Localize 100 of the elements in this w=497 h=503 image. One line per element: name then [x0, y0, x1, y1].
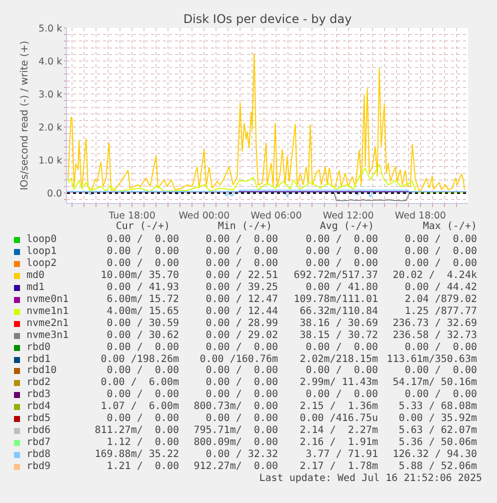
text: 912.27m/ 0.00 [194, 461, 278, 474]
text: 0.00 / 41.80 [306, 282, 378, 294]
text: 0.00 / 0.00 [306, 365, 378, 378]
y-axis-title: IOs/second read (-) / write (+) [19, 40, 30, 190]
text: 0.00 / 22.51 [206, 270, 278, 282]
text: 109.78m/111.01 [294, 294, 378, 306]
text: 0.00 / 41.93 [106, 282, 179, 294]
text: Cur (-/+) [116, 221, 170, 234]
text: 0.00 / 35.92m [398, 413, 477, 426]
y-tick-label: 3.0 k [38, 89, 63, 100]
text: 0.00 / 6.00m [100, 377, 179, 390]
text: 1.12 / 0.00 [106, 437, 179, 450]
text: 5.33 / 68.08m [398, 401, 477, 414]
text: 811.27m/ 0.00 [94, 425, 179, 438]
text: 4.00m/ 15.65 [106, 306, 179, 318]
text: 0.00 / 28.99 [206, 318, 278, 330]
legend-label: rbd2 [26, 377, 51, 389]
text: 0.00 / 0.00 [404, 342, 477, 354]
text: 1.21 / 0.00 [106, 461, 179, 474]
legend-label: rbd10 [26, 365, 57, 377]
text: 20.02 / 4.24k [392, 270, 477, 282]
text: 0.00 / 0.00 [306, 246, 378, 258]
y-tick-label: 2.0 k [38, 122, 63, 134]
text: 0.00 / 0.00 [206, 377, 278, 390]
legend-label: rbd6 [26, 425, 51, 437]
text: 0.00 / 0.00 [206, 413, 278, 426]
text: 0.00 / 30.59 [106, 318, 179, 330]
text: 2.04 /879.02 [404, 294, 477, 306]
text: 800.73m/ 0.00 [194, 401, 278, 414]
text: 236.73 / 32.69 [392, 318, 477, 330]
text: 0.00 / 29.02 [206, 330, 278, 342]
text: 38.16 / 30.69 [300, 318, 378, 330]
y-tick-label: 0.0 [46, 188, 62, 200]
chart-title: Disk IOs per device - by day [183, 12, 352, 26]
text: 54.17m/ 50.16m [392, 377, 477, 390]
x-tick-label: Wed 06:00 [250, 210, 302, 222]
legend-label: nvme0n1 [26, 294, 69, 306]
legend-label: md0 [26, 270, 45, 282]
text: 0.00 / 0.00 [404, 246, 477, 258]
text: 0.00 / 0.00 [206, 234, 278, 246]
text: Max (-/+) [422, 221, 477, 234]
text: 0.00 / 0.00 [106, 234, 179, 246]
text: 0.00 / 0.00 [206, 246, 278, 258]
legend-label: rbd9 [26, 461, 51, 474]
text: 0.00 / 44.42 [404, 282, 477, 294]
text: 0.00 / 0.00 [306, 234, 378, 246]
text: 0.00 / 12.44 [206, 306, 278, 318]
legend-label: rbd4 [26, 401, 51, 413]
legend-label: rbd1 [26, 354, 51, 365]
legend-label: rbd5 [26, 413, 51, 425]
text: 5.88 / 52.06m [398, 461, 477, 474]
legend-label: loop1 [26, 246, 57, 258]
text: 0.00 / 32.32 [206, 449, 278, 462]
x-tick-label: Wed 00:00 [178, 210, 230, 222]
text: 0.00 /416.75u [300, 413, 378, 426]
text: Min (-/+) [218, 221, 272, 234]
text: 1.25 /877.77 [404, 306, 477, 318]
text: 0.00 / 0.00 [106, 246, 179, 258]
y-tick-label: 4.0 k [38, 56, 63, 68]
text: 0.00 / 0.00 [306, 342, 378, 354]
text: 236.58 / 32.73 [392, 330, 477, 342]
text: 2.17 / 1.78m [300, 461, 378, 473]
x-tick-label: Wed 18:00 [394, 210, 446, 222]
text: 800.09m/ 0.00 [194, 437, 278, 450]
text: 0.00 / 0.00 [206, 389, 278, 402]
text: 0.00 / 0.00 [106, 413, 179, 426]
text: 113.61m/350.63m [386, 354, 477, 366]
text: 6.00m/ 15.72 [106, 294, 179, 306]
text: 66.32m/110.84 [300, 306, 378, 318]
text: 5.36 / 50.06m [398, 437, 477, 450]
y-tick-label: 1.0 k [38, 155, 63, 166]
text: 0.00 / 0.00 [206, 342, 278, 354]
y-tick-label: 5.0 k [38, 23, 63, 34]
text: 0.00 /160.76m [200, 354, 278, 366]
legend-label: rbd7 [26, 437, 51, 449]
text: 5.63 / 62.07m [398, 425, 477, 438]
legend-label: md1 [26, 282, 45, 294]
text: 2.16 / 1.91m [300, 437, 378, 450]
text: 0.00 / 0.00 [206, 365, 278, 378]
text: 38.15 / 30.72 [300, 330, 378, 342]
legend-label: nvme3n1 [26, 330, 69, 342]
legend-label: nvme1n1 [26, 306, 69, 318]
text: 0.00 / 0.00 [106, 342, 179, 354]
legend-label: rbd0 [26, 342, 51, 354]
text: 0.00 / 0.00 [306, 389, 378, 402]
text: 0.00 / 39.25 [206, 282, 278, 294]
text: 1.07 / 6.00m [100, 401, 179, 414]
legend-label: rbd3 [26, 389, 51, 401]
text: 692.72m/517.37 [294, 270, 378, 282]
text: 10.00m/ 35.70 [100, 270, 179, 282]
text: 795.71m/ 0.00 [194, 425, 278, 438]
text: 2.15 / 1.36m [300, 401, 378, 414]
x-tick-label: Wed 12:00 [322, 210, 374, 222]
text: 0.00 / 0.00 [106, 258, 179, 270]
x-tick-label: Tue 18:00 [108, 210, 156, 222]
text: 0.00 / 12.47 [206, 294, 278, 306]
text: 0.00 / 0.00 [404, 365, 477, 378]
text: 2.02m/218.15m [300, 354, 378, 366]
text: 0.00 / 0.00 [306, 258, 378, 270]
legend-label: loop2 [26, 258, 57, 270]
